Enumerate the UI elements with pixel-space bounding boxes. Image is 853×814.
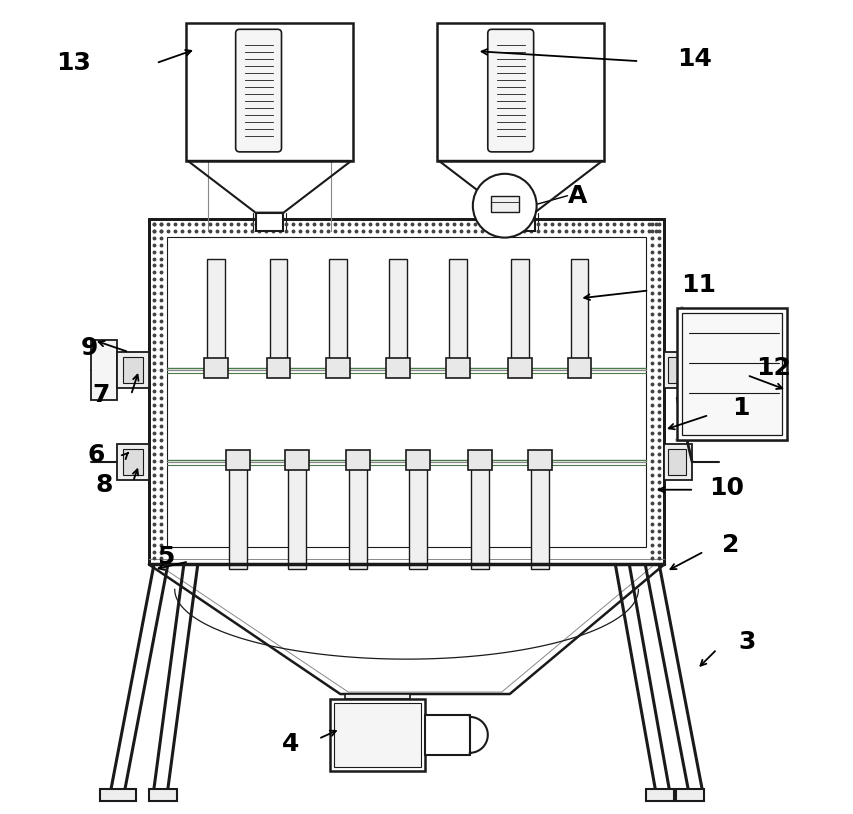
Bar (664, 352, 691, 388)
Text: 9: 9 (80, 336, 98, 361)
Bar (386, 358, 409, 378)
FancyBboxPatch shape (487, 29, 533, 152)
Text: 14: 14 (676, 47, 711, 71)
Bar (285, 450, 309, 470)
Bar (527, 450, 551, 470)
Bar (389, 259, 407, 365)
Text: 7: 7 (92, 383, 110, 407)
Bar (270, 259, 287, 365)
Bar (225, 450, 249, 470)
FancyBboxPatch shape (235, 29, 281, 152)
Bar (123, 449, 142, 475)
Bar (266, 358, 290, 378)
Bar (470, 463, 488, 570)
Bar (508, 358, 531, 378)
Bar (667, 357, 685, 383)
Bar (255, 212, 283, 230)
Bar (570, 259, 588, 365)
Circle shape (473, 174, 536, 238)
Bar (204, 358, 228, 378)
Bar (166, 237, 646, 546)
Bar (664, 444, 691, 479)
Text: 2: 2 (722, 532, 739, 557)
Bar (437, 24, 604, 161)
Bar (206, 259, 224, 365)
Text: 12: 12 (756, 357, 791, 380)
Bar (676, 789, 703, 801)
Bar (449, 259, 467, 365)
Text: 5: 5 (157, 545, 174, 570)
Bar (467, 450, 491, 470)
Bar (667, 449, 685, 475)
Bar (117, 444, 148, 479)
Text: 13: 13 (55, 51, 90, 75)
Bar (345, 694, 409, 699)
Bar (334, 703, 421, 767)
Bar (91, 340, 117, 400)
Bar (148, 219, 664, 564)
Bar (148, 789, 177, 801)
Bar (425, 715, 469, 755)
Bar (123, 357, 142, 383)
Text: 11: 11 (681, 274, 716, 297)
Bar (409, 463, 426, 570)
Bar (682, 313, 780, 435)
Bar (646, 789, 673, 801)
Text: 4: 4 (281, 732, 299, 756)
Bar (445, 358, 469, 378)
Text: 3: 3 (737, 630, 755, 654)
Text: 1: 1 (731, 396, 749, 420)
Bar (349, 463, 367, 570)
Text: A: A (567, 184, 587, 208)
Bar (288, 463, 306, 570)
Bar (229, 463, 247, 570)
Bar (330, 699, 425, 771)
Bar (510, 259, 528, 365)
Bar (506, 212, 534, 230)
Text: 8: 8 (96, 473, 113, 497)
Text: 6: 6 (87, 443, 105, 467)
Bar (329, 259, 347, 365)
Bar (676, 309, 786, 440)
Bar (490, 195, 518, 212)
Text: 10: 10 (709, 475, 744, 500)
Bar (530, 463, 548, 570)
Bar (117, 352, 148, 388)
Bar (148, 219, 664, 564)
Bar (100, 789, 136, 801)
Bar (326, 358, 350, 378)
Bar (567, 358, 591, 378)
Bar (186, 24, 353, 161)
Bar (345, 450, 369, 470)
Bar (405, 450, 430, 470)
